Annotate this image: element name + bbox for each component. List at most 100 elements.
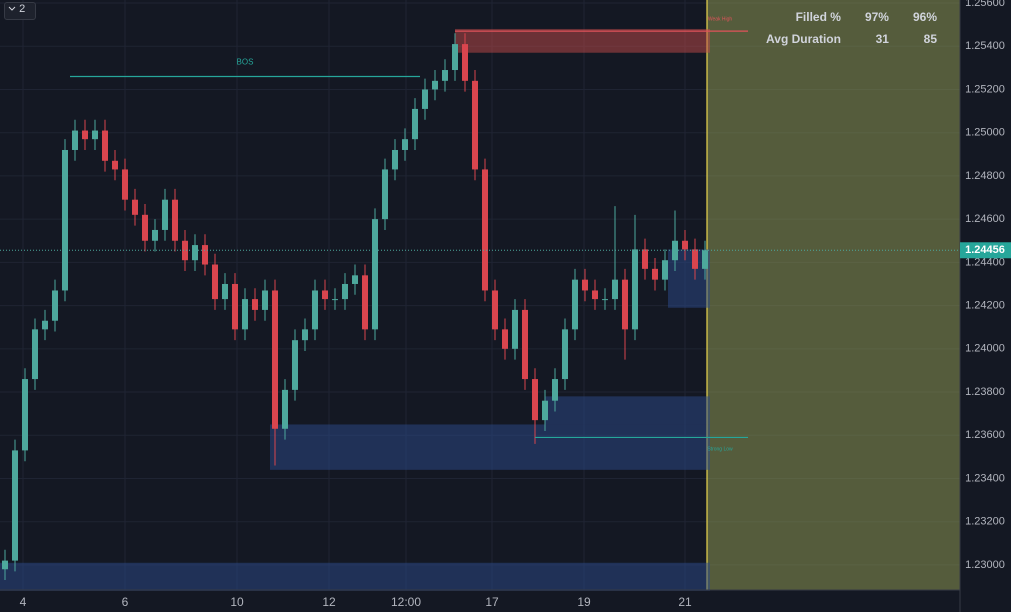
y-tick-label: 1.23200 (965, 516, 1005, 528)
level-label: Strong Low (707, 447, 733, 453)
y-tick-label: 1.24600 (965, 213, 1005, 225)
zone (0, 562, 710, 591)
candle-body (572, 279, 578, 330)
interval-count: 2 (19, 3, 26, 15)
candle-body (342, 283, 348, 300)
stats-label: Filled % (795, 10, 841, 24)
candle-body (12, 450, 18, 561)
y-tick-label: 1.23800 (965, 386, 1005, 398)
candle-body (682, 240, 688, 250)
stats-value: 31 (875, 32, 889, 46)
candle-body (702, 250, 708, 269)
candle-body (692, 249, 698, 269)
level-label: BOS (237, 58, 254, 67)
candle-body (382, 169, 388, 220)
stats-table: Filled % 97% 96% Avg Duration 31 85 (764, 6, 939, 52)
candle-body (512, 309, 518, 349)
candle-body (42, 320, 48, 330)
y-tick-label: 1.25600 (965, 0, 1005, 9)
zone (270, 424, 710, 470)
candle-body (132, 199, 138, 215)
candle-body (402, 139, 408, 150)
candle-body (442, 70, 448, 81)
candle-body (622, 279, 628, 330)
y-tick-label: 1.23400 (965, 472, 1005, 484)
chevron (8, 6, 16, 11)
candle-body (602, 299, 608, 301)
candle-body (2, 560, 8, 570)
candle-body (642, 249, 648, 269)
candle-body (202, 245, 208, 265)
y-tick-label: 1.24400 (965, 256, 1005, 268)
candle-body (92, 130, 98, 140)
candle-body (312, 290, 318, 330)
candle-body (292, 340, 298, 390)
candle-body (192, 245, 198, 261)
x-tick-label: 6 (122, 595, 129, 609)
candle-body (542, 400, 548, 421)
stats-value: 85 (923, 32, 937, 46)
candle-body (62, 149, 68, 291)
candle-body (452, 44, 458, 71)
candle-body (122, 169, 128, 200)
candle-body (282, 389, 288, 429)
y-tick-label: 1.23000 (965, 559, 1005, 571)
candle-body (652, 268, 658, 280)
candle-body (552, 379, 558, 401)
candle-body (142, 214, 148, 241)
projection-region (707, 0, 960, 590)
y-tick-label: 1.25400 (965, 40, 1005, 52)
last-price-tag (960, 242, 1011, 259)
stats-row: Avg Duration 31 85 (766, 30, 937, 50)
y-tick-label: 1.24200 (965, 299, 1005, 311)
candle-body (72, 130, 78, 150)
zone (545, 396, 710, 425)
candle-body (332, 299, 338, 301)
x-tick-label: 10 (230, 595, 244, 609)
x-tick-label: 12 (322, 595, 336, 609)
y-tick-label: 1.25000 (965, 127, 1005, 139)
candle-body (502, 329, 508, 349)
candle-body (662, 260, 668, 280)
candle-body (352, 275, 358, 284)
y-tick-label: 1.24000 (965, 343, 1005, 355)
y-tick-label: 1.24800 (965, 170, 1005, 182)
candle-body (262, 290, 268, 310)
x-tick-label: 12:00 (391, 595, 421, 609)
candle-body (272, 290, 278, 429)
stats-value: 97% (864, 10, 889, 24)
candle-body (612, 279, 618, 300)
x-tick-label: 17 (485, 595, 499, 609)
candle-body (52, 290, 58, 321)
candle-body (22, 379, 28, 451)
candle-body (222, 283, 228, 300)
candle-body (562, 329, 568, 380)
candle-body (462, 44, 468, 81)
zone (455, 28, 710, 53)
x-tick-label: 21 (678, 595, 692, 609)
last-price-label: 1.24456 (965, 244, 1005, 256)
candle-body (472, 80, 478, 170)
candle-body (582, 279, 588, 291)
x-tick-label: 4 (20, 595, 27, 609)
level-label: Weak High (708, 16, 733, 22)
interval-button[interactable]: 2 (4, 2, 36, 20)
y-tick-label: 1.25200 (965, 83, 1005, 95)
candle-body (252, 299, 258, 310)
candle-body (592, 290, 598, 300)
candle-body (372, 219, 378, 330)
candle-body (82, 130, 88, 140)
candle-body (102, 130, 108, 161)
candle-body (362, 275, 368, 330)
candle-body (422, 89, 428, 109)
stats-row: Filled % 97% 96% (766, 8, 937, 28)
candle-body (532, 379, 538, 421)
candle-body (32, 329, 38, 380)
candle-body (302, 329, 308, 341)
candle-body (212, 264, 218, 300)
x-tick-label: 19 (577, 595, 591, 609)
candle-body (412, 108, 418, 140)
candle-body (392, 149, 398, 170)
